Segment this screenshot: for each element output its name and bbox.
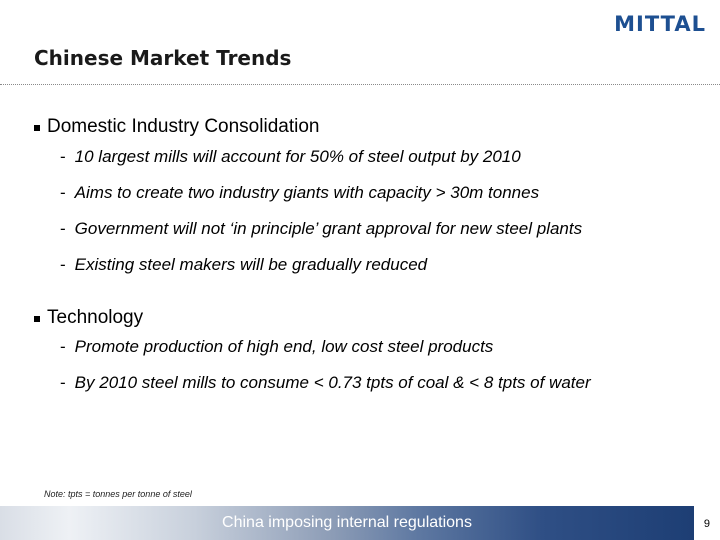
dash-bullet-icon: - [60,255,66,274]
page-number: 9 [703,518,710,530]
dash-bullet-icon: - [60,373,66,392]
section-heading-text: Domestic Industry Consolidation [47,116,320,137]
list-item-text: Promote production of high end, low cost… [74,337,494,356]
section-heading: Domestic Industry Consolidation [34,116,582,138]
section-heading-text: Technology [47,307,144,328]
list-item: - By 2010 steel mills to consume < 0.73 … [60,373,591,398]
footer-caption: China imposing internal regulations [222,514,472,531]
footer-bar [0,506,694,540]
list-item: - 10 largest mills will account for 50% … [60,147,582,170]
list-item: - Promote production of high end, low co… [60,337,591,362]
dash-bullet-icon: - [60,337,66,356]
list-item-text: Government will not ‘in principle’ grant… [74,219,583,238]
title-divider [0,84,720,85]
section-consolidation: Domestic Industry Consolidation - 10 lar… [34,116,582,278]
square-bullet-icon [34,315,40,322]
dash-bullet-icon: - [60,183,66,202]
square-bullet-icon [34,124,40,131]
section-technology: Technology - Promote production of high … [34,307,591,398]
slide-title: Chinese Market Trends [34,46,292,70]
list-item-text: By 2010 steel mills to consume < 0.73 tp… [74,373,591,392]
list-item-text: 10 largest mills will account for 50% of… [74,147,521,166]
sub-bullet-list: - 10 largest mills will account for 50% … [34,147,582,278]
list-item-text: Existing steel makers will be gradually … [74,255,428,274]
dash-bullet-icon: - [60,147,66,166]
dash-bullet-icon: - [60,219,66,238]
list-item: - Aims to create two industry giants wit… [60,183,582,206]
sub-bullet-list: - Promote production of high end, low co… [34,337,591,398]
footnote: Note: tpts = tonnes per tonne of steel [44,489,192,499]
list-item-text: Aims to create two industry giants with … [74,183,540,202]
mittal-logo: MITTAL [614,12,706,36]
section-heading: Technology [34,307,591,329]
list-item: - Government will not ‘in principle’ gra… [60,219,582,242]
list-item: - Existing steel makers will be graduall… [60,255,582,278]
